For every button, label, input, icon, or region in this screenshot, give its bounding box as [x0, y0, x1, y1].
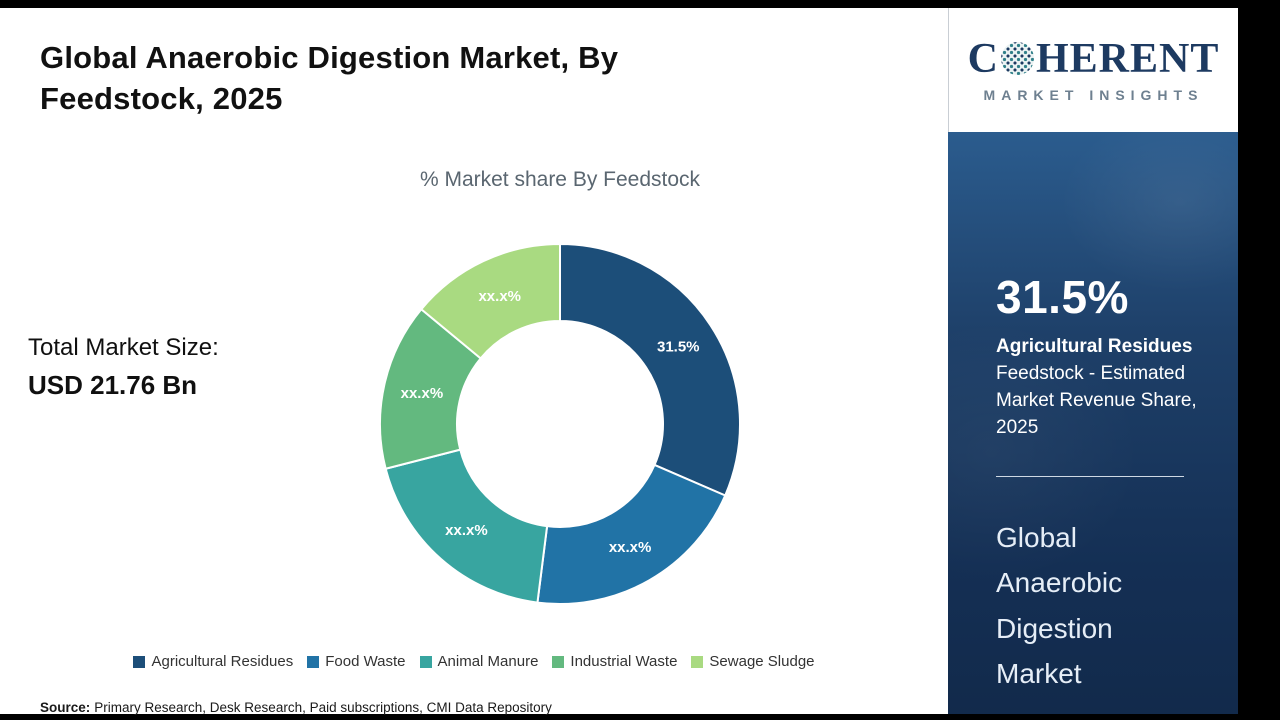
legend-item-3: Animal Manure	[419, 653, 539, 670]
donut-segment-3	[384, 448, 549, 604]
donut-segment-2	[536, 463, 727, 605]
legend-item-2: Food Waste	[307, 653, 406, 670]
segment-label-1: 31.5%	[657, 338, 700, 355]
stat-value: 31.5%	[996, 271, 1129, 323]
total-market-size-label: Total Market Size:	[28, 334, 219, 361]
segment-label-5: xx.x%	[478, 288, 521, 305]
segment-label-2: xx.x%	[609, 539, 652, 556]
donut-segment-5	[419, 242, 561, 360]
stat-description-bold: Agricultural Residues	[996, 336, 1193, 357]
panel-divider	[996, 475, 1184, 477]
legend-swatch-icon	[133, 655, 146, 668]
globe-icon	[1000, 42, 1034, 75]
legend-label: Food Waste	[325, 653, 406, 670]
legend-item-5: Sewage Sludge	[691, 653, 815, 670]
legend-swatch-icon	[552, 655, 565, 668]
page-title: Global Anaerobic Digestion Market, By Fe…	[40, 40, 619, 116]
brand-word-end: HERENT	[1035, 35, 1220, 82]
legend-label: Animal Manure	[437, 653, 539, 670]
donut-chart: 31.5% xx.x% xx.x% xx.x% xx.x%	[379, 242, 741, 605]
legend-label: Industrial Waste	[570, 653, 678, 670]
source-label: Source:	[40, 700, 91, 715]
highlight-side-panel: 31.5% Agricultural Residues Feedstock - …	[948, 132, 1238, 714]
legend-label: Sewage Sludge	[709, 653, 815, 670]
brand-word-start: C	[967, 35, 999, 82]
stat-description: Agricultural Residues Feedstock - Estima…	[996, 334, 1211, 442]
segment-label-3: xx.x%	[445, 522, 488, 539]
brand-tagline: MARKET INSIGHTS	[983, 86, 1204, 103]
donut-segment-1	[559, 242, 741, 497]
total-market-size-value: USD 21.76 Bn	[28, 370, 198, 400]
segment-label-4: xx.x%	[401, 385, 444, 402]
source-text: Primary Research, Desk Research, Paid su…	[94, 700, 552, 715]
chart-subtitle: % Market share By Feedstock	[419, 168, 701, 191]
brand-wordmark: C HERENT	[968, 38, 1220, 80]
legend-label: Agricultural Residues	[151, 653, 294, 670]
legend-swatch-icon	[691, 655, 704, 668]
chart-legend: Agricultural Residues Food Waste Animal Ma…	[0, 653, 948, 670]
legend-swatch-icon	[307, 655, 320, 668]
legend-item-1: Agricultural Residues	[133, 653, 293, 670]
source-line: Source: Primary Research, Desk Research, …	[40, 700, 552, 715]
brand-logo-box: C HERENT MARKET INSIGHTS	[948, 8, 1238, 132]
market-name: Global Anaerobic Digestion Market	[996, 521, 1123, 689]
legend-item-4: Industrial Waste	[552, 653, 677, 670]
stat-description-rest: Feedstock - Estimated Market Revenue Sha…	[996, 362, 1197, 438]
legend-swatch-icon	[419, 655, 432, 668]
main-chart-area: Global Anaerobic Digestion Market, By Fe…	[0, 8, 948, 715]
side-panel-content: 31.5% Agricultural Residues Feedstock - …	[948, 132, 1238, 696]
